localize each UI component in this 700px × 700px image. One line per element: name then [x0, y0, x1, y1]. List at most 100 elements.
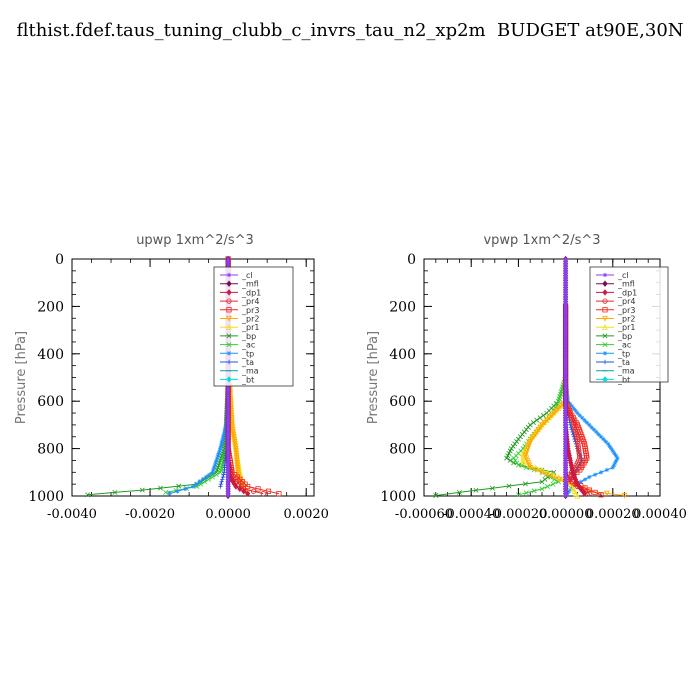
- data-point: [245, 483, 251, 490]
- data-point: [573, 408, 578, 413]
- y-tick-label: 800: [37, 442, 64, 458]
- data-point: [563, 484, 568, 489]
- data-point: [563, 325, 568, 330]
- data-point: [197, 479, 202, 484]
- data-point: [543, 472, 550, 478]
- data-point: [542, 476, 548, 482]
- x-tick-label: 0.00020: [586, 507, 640, 522]
- data-point: [225, 470, 231, 475]
- data-point: [563, 297, 568, 302]
- data-point: [563, 292, 568, 297]
- data-point: [532, 467, 539, 474]
- data-point: [225, 427, 231, 432]
- data-point: [222, 429, 227, 435]
- data-point: [609, 446, 614, 451]
- legend-label: _dp1: [241, 288, 261, 297]
- legend-marker: [226, 324, 232, 330]
- data-point: [589, 425, 594, 430]
- data-point: [563, 268, 568, 274]
- data-point: [276, 491, 282, 497]
- legend-label: _bt: [617, 375, 630, 384]
- legend-marker: [226, 298, 232, 304]
- data-point: [225, 391, 231, 397]
- data-point: [225, 259, 231, 264]
- data-point: [221, 472, 226, 477]
- data-point: [563, 382, 568, 387]
- legend-label: _ta: [617, 358, 630, 367]
- data-point: [563, 332, 568, 338]
- data-point: [563, 351, 568, 356]
- data-point: [591, 427, 597, 432]
- legend-label: _cl: [617, 271, 629, 280]
- data-point: [544, 410, 550, 416]
- data-point: [167, 491, 172, 496]
- data-point: [579, 415, 585, 420]
- data-point: [563, 344, 568, 349]
- data-point: [573, 431, 579, 437]
- data-point: [225, 474, 231, 480]
- data-point: [563, 375, 568, 380]
- legend-label: _pr4: [617, 297, 635, 306]
- x-tick-label: -0.00040: [442, 507, 500, 522]
- data-point: [219, 479, 224, 484]
- data-point: [225, 477, 231, 482]
- legend-label: _tp: [617, 349, 630, 358]
- data-point: [563, 420, 568, 425]
- series-bp: [433, 303, 569, 499]
- data-point: [563, 403, 568, 409]
- legend-marker: [226, 280, 232, 287]
- data-point: [563, 417, 568, 423]
- data-point: [563, 299, 568, 304]
- data-point: [194, 481, 199, 487]
- data-point: [225, 263, 231, 269]
- legend-marker: [602, 351, 608, 356]
- data-point: [563, 394, 568, 399]
- data-point: [515, 436, 521, 442]
- data-point: [545, 484, 550, 490]
- data-point: [563, 436, 568, 442]
- data-point: [563, 387, 568, 392]
- legend-marker: [226, 376, 232, 383]
- y-tick-label: 600: [37, 394, 64, 410]
- legend-marker: [602, 307, 608, 313]
- legend-marker: [226, 315, 232, 322]
- page-title: flthist.fdef.taus_tuning_clubb_c_invrs_t…: [16, 20, 684, 41]
- data-point: [563, 353, 568, 359]
- data-point: [563, 486, 568, 492]
- data-point: [225, 462, 231, 468]
- data-point: [613, 453, 619, 458]
- y-tick-label: 800: [389, 442, 416, 458]
- legend: _cl_mfl_dp1_pr4_pr3_pr2_pr1_bp_ac_tp_ta_…: [213, 266, 294, 387]
- y-tick-label: 0: [407, 252, 416, 268]
- x-tick-label: 0.00040: [633, 507, 687, 522]
- data-point: [576, 448, 582, 454]
- data-point: [216, 451, 221, 456]
- series-line: [87, 259, 229, 496]
- data-point: [563, 441, 568, 447]
- legend-marker: [602, 280, 608, 287]
- data-point: [563, 323, 568, 328]
- data-point: [433, 493, 439, 499]
- data-point: [563, 427, 568, 432]
- data-point: [225, 493, 231, 499]
- data-point: [225, 448, 231, 454]
- data-point: [572, 427, 578, 433]
- data-point: [563, 370, 568, 375]
- legend-marker: [602, 272, 608, 278]
- data-point: [563, 275, 568, 281]
- data-point: [225, 394, 231, 399]
- data-point: [610, 465, 615, 470]
- data-point: [563, 380, 568, 385]
- data-point: [563, 429, 568, 435]
- data-point: [615, 455, 620, 461]
- data-point: [515, 462, 521, 468]
- data-point: [534, 417, 540, 423]
- data-point: [512, 457, 518, 463]
- data-point: [563, 337, 568, 342]
- data-point: [563, 368, 568, 373]
- data-point: [220, 477, 225, 482]
- data-point: [563, 335, 568, 340]
- data-point: [563, 465, 568, 470]
- data-point: [210, 474, 215, 480]
- data-point: [225, 479, 231, 484]
